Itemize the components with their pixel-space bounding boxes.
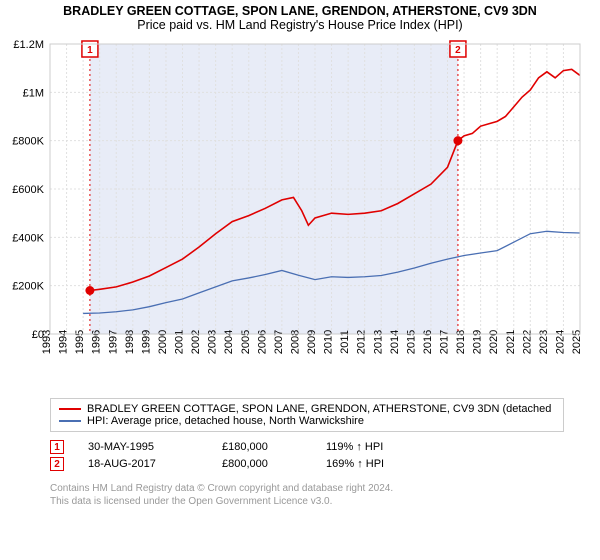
footer: Contains HM Land Registry data © Crown c… [50, 482, 564, 508]
title-sub: Price paid vs. HM Land Registry's House … [8, 18, 592, 32]
x-tick-label: 2004 [223, 330, 235, 354]
legend-row: BRADLEY GREEN COTTAGE, SPON LANE, GRENDO… [59, 403, 555, 415]
sale-row: 1 30-MAY-1995 £180,000 119% ↑ HPI [50, 440, 564, 454]
sale-date: 18-AUG-2017 [88, 458, 198, 470]
x-tick-label: 2021 [505, 330, 517, 354]
x-tick-label: 1998 [124, 330, 136, 354]
sale-date: 30-MAY-1995 [88, 441, 198, 453]
y-tick-label: £800K [12, 136, 44, 148]
x-tick-label: 2018 [455, 330, 467, 354]
chart-titles: BRADLEY GREEN COTTAGE, SPON LANE, GRENDO… [0, 0, 600, 34]
sale-marker: 2 [50, 457, 64, 471]
sale-row: 2 18-AUG-2017 £800,000 169% ↑ HPI [50, 457, 564, 471]
x-tick-label: 2009 [306, 330, 318, 354]
sale-price: £800,000 [222, 458, 302, 470]
x-tick-label: 2022 [521, 330, 533, 354]
x-tick-label: 2014 [389, 330, 401, 354]
title-main: BRADLEY GREEN COTTAGE, SPON LANE, GRENDO… [8, 4, 592, 18]
legend-swatch [59, 408, 81, 410]
x-tick-label: 1994 [58, 330, 70, 354]
y-tick-label: £200K [12, 281, 44, 293]
legend-swatch [59, 420, 81, 422]
legend: BRADLEY GREEN COTTAGE, SPON LANE, GRENDO… [50, 398, 564, 432]
x-tick-label: 2000 [157, 330, 169, 354]
y-tick-label: £1.2M [13, 39, 44, 51]
sale-price: £180,000 [222, 441, 302, 453]
chart-svg: £0£200K£400K£600K£800K£1M£1.2M1993199419… [0, 34, 600, 394]
x-tick-label: 2024 [554, 330, 566, 354]
y-tick-label: £600K [12, 184, 44, 196]
x-tick-label: 2017 [439, 330, 451, 354]
x-tick-label: 2007 [273, 330, 285, 354]
x-tick-label: 2025 [571, 330, 583, 354]
y-tick-label: £400K [12, 232, 44, 244]
sale-dot [85, 286, 94, 295]
x-tick-label: 2010 [323, 330, 335, 354]
x-tick-label: 2023 [538, 330, 550, 354]
x-tick-label: 2001 [174, 330, 186, 354]
x-tick-label: 1999 [140, 330, 152, 354]
x-tick-label: 1995 [74, 330, 86, 354]
sale-delta: 119% ↑ HPI [326, 441, 416, 453]
legend-label: HPI: Average price, detached house, Nort… [87, 415, 364, 427]
x-tick-label: 1997 [107, 330, 119, 354]
legend-label: BRADLEY GREEN COTTAGE, SPON LANE, GRENDO… [87, 403, 555, 415]
x-tick-label: 2012 [356, 330, 368, 354]
sales-table: 1 30-MAY-1995 £180,000 119% ↑ HPI 2 18-AUG-20… [50, 440, 564, 474]
sale-top-marker-label: 2 [455, 45, 461, 56]
x-tick-label: 2006 [256, 330, 268, 354]
x-tick-label: 1993 [41, 330, 53, 354]
x-tick-label: 2019 [472, 330, 484, 354]
sale-dot [453, 136, 462, 145]
x-tick-label: 2020 [488, 330, 500, 354]
x-tick-label: 2002 [190, 330, 202, 354]
x-tick-label: 1996 [91, 330, 103, 354]
x-tick-label: 2013 [372, 330, 384, 354]
footer-line-2: This data is licensed under the Open Gov… [50, 495, 564, 508]
chart-area: £0£200K£400K£600K£800K£1M£1.2M1993199419… [0, 34, 600, 394]
sale-delta: 169% ↑ HPI [326, 458, 416, 470]
x-tick-label: 2008 [289, 330, 301, 354]
legend-row: HPI: Average price, detached house, Nort… [59, 415, 555, 427]
sale-marker: 1 [50, 440, 64, 454]
x-tick-label: 2003 [207, 330, 219, 354]
x-tick-label: 2016 [422, 330, 434, 354]
footer-line-1: Contains HM Land Registry data © Crown c… [50, 482, 564, 495]
x-tick-label: 2005 [240, 330, 252, 354]
x-tick-label: 2015 [405, 330, 417, 354]
y-tick-label: £1M [23, 87, 44, 99]
sale-top-marker-label: 1 [87, 45, 93, 56]
